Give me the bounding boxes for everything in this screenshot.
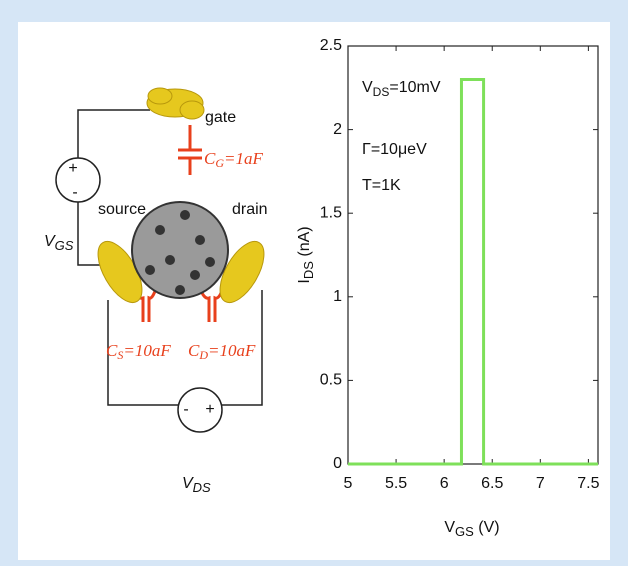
plus: + [205, 401, 214, 418]
x-tick-label: 6 [440, 475, 449, 492]
chart: gate source drain + - - + CG=1aF CS=10aF… [0, 0, 628, 566]
x-tick-label: 7 [536, 475, 545, 492]
cs-label: CS=10aF [106, 341, 171, 362]
minus: - [183, 401, 188, 418]
plus: + [68, 160, 77, 177]
drain-label: drain [232, 201, 268, 218]
y-tick-label: 1.5 [320, 204, 342, 221]
x-tick-label: 7.5 [577, 475, 599, 492]
annotation: T=1K [362, 177, 401, 194]
annotation: Γ=10μeV [362, 141, 427, 158]
y-tick-label: 0.5 [320, 372, 342, 389]
x-tick-label: 5.5 [385, 475, 407, 492]
y-tick-label: 0 [333, 455, 342, 472]
y-tick-label: 2 [333, 121, 342, 138]
x-tick-label: 6.5 [481, 475, 503, 492]
y-tick-label: 1 [333, 288, 342, 305]
cg-label: CG=1aF [204, 149, 263, 170]
panel [18, 22, 610, 560]
x-tick-label: 5 [344, 475, 353, 492]
y-tick-label: 2.5 [320, 37, 342, 54]
gate-label: gate [205, 109, 236, 126]
cd-label: CD=10aF [188, 341, 256, 362]
source-label: source [98, 201, 146, 218]
minus: - [72, 184, 77, 201]
